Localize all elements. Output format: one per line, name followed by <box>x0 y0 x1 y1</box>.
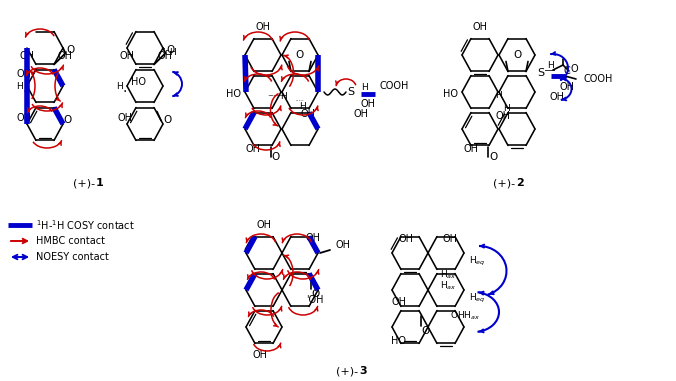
Text: O: O <box>63 115 71 125</box>
Text: 2: 2 <box>516 178 524 188</box>
Text: HO: HO <box>443 89 458 99</box>
Text: HO: HO <box>130 77 145 86</box>
Text: HMBC contact: HMBC contact <box>36 236 105 246</box>
Text: H$_{eq}$: H$_{eq}$ <box>469 291 485 304</box>
Text: O: O <box>272 152 280 162</box>
Text: OH: OH <box>19 51 34 61</box>
Text: $^1$H-$^1$H COSY contact: $^1$H-$^1$H COSY contact <box>36 218 135 232</box>
Text: OH: OH <box>256 22 270 32</box>
Text: OH: OH <box>119 51 134 61</box>
Text: H: H <box>360 83 367 91</box>
Text: O: O <box>513 50 521 61</box>
Text: HO: HO <box>391 336 406 346</box>
Text: OH: OH <box>246 144 261 154</box>
Text: NOESY contact: NOESY contact <box>36 252 109 262</box>
Text: 3: 3 <box>359 366 367 376</box>
Text: OH: OH <box>17 112 32 123</box>
Text: OH: OH <box>550 92 564 102</box>
Text: H: H <box>548 61 554 69</box>
Text: H$_{ax}$: H$_{ax}$ <box>439 269 456 281</box>
Text: COOH: COOH <box>379 81 408 91</box>
Text: ·: · <box>123 85 127 99</box>
Text: OH: OH <box>560 82 575 92</box>
Text: C: C <box>564 66 571 76</box>
Text: OH: OH <box>360 99 375 109</box>
Text: OH: OH <box>443 234 458 244</box>
Text: OH: OH <box>158 51 173 61</box>
Text: OH: OH <box>256 220 272 230</box>
Text: OH: OH <box>306 233 321 243</box>
Text: S: S <box>347 87 355 97</box>
Text: OH: OH <box>253 350 268 360</box>
Text: OH: OH <box>336 240 351 250</box>
Text: O: O <box>422 325 430 336</box>
Text: OH: OH <box>354 109 368 119</box>
Text: ·····: ····· <box>295 99 304 104</box>
Text: OHH$_{ax}$: OHH$_{ax}$ <box>450 310 481 322</box>
Text: H: H <box>116 82 123 91</box>
Text: OH: OH <box>301 109 316 119</box>
Text: O: O <box>163 115 171 125</box>
Text: O: O <box>66 45 74 55</box>
Text: OH: OH <box>473 22 487 32</box>
Text: 1: 1 <box>96 178 104 188</box>
Text: O: O <box>570 64 578 74</box>
Text: OH: OH <box>58 51 73 61</box>
Text: O: O <box>312 288 320 299</box>
Text: H$_{eq}$: H$_{eq}$ <box>469 255 485 267</box>
Text: O: O <box>489 152 497 162</box>
Text: ·: · <box>23 85 27 99</box>
Text: H: H <box>503 104 510 112</box>
Text: O: O <box>166 45 174 55</box>
Text: H: H <box>299 101 306 110</box>
Text: H$_{ax}$: H$_{ax}$ <box>439 280 456 292</box>
Text: OH: OH <box>398 234 414 244</box>
Text: H: H <box>495 91 502 99</box>
Text: H: H <box>16 82 23 91</box>
Text: O: O <box>296 50 304 61</box>
Text: ~~~: ~~~ <box>268 93 285 99</box>
Text: HO: HO <box>226 89 241 99</box>
Text: COOH: COOH <box>583 74 612 84</box>
Text: H: H <box>169 48 176 56</box>
Text: OH: OH <box>463 144 478 154</box>
Text: (+)-: (+)- <box>493 178 515 188</box>
Text: S: S <box>537 68 545 78</box>
Text: OH: OH <box>17 69 32 78</box>
Text: H: H <box>280 91 287 101</box>
Text: OH: OH <box>496 111 511 121</box>
Text: 'OH: 'OH <box>306 295 324 305</box>
Text: (+)-: (+)- <box>73 178 95 188</box>
Text: OH: OH <box>391 297 406 307</box>
Text: (+)-: (+)- <box>336 366 358 376</box>
Text: OH: OH <box>117 112 132 123</box>
